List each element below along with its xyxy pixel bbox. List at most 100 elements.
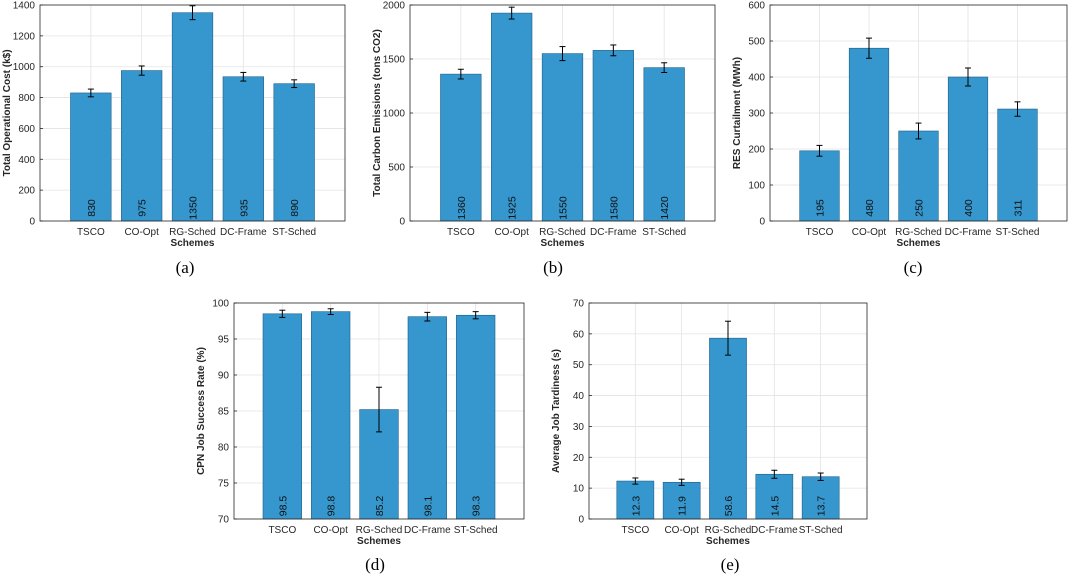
x-tick-label: DC-Frame: [945, 227, 992, 238]
y-axis-label: RES Curtailment (MWh): [732, 57, 743, 169]
y-tick-label: 80: [218, 443, 230, 454]
y-tick-label: 90: [218, 371, 230, 382]
bar-value-label: 400: [963, 199, 975, 217]
y-tick-label: 300: [748, 109, 765, 120]
x-tick-label: CO-Opt: [124, 227, 159, 238]
y-tick-label: 50: [573, 360, 585, 371]
x-tick-label: CO-Opt: [664, 525, 699, 536]
bar: [709, 337, 747, 520]
y-tick-label: 70: [573, 299, 585, 310]
y-axis-label: CPN Job Success Rate (%): [196, 347, 207, 475]
bar-value-label: 975: [137, 199, 149, 217]
y-tick-label: 600: [748, 1, 765, 12]
axes-box: [409, 4, 716, 222]
x-tick-label: CO-Opt: [852, 227, 887, 238]
x-tick-label: RG-Sched: [169, 227, 216, 238]
x-tick-label: TSCO: [77, 227, 105, 238]
bar: [440, 73, 482, 222]
x-tick-label: TSCO: [806, 227, 834, 238]
x-axis-label: Schemes: [171, 238, 215, 249]
bar: [70, 92, 112, 222]
axes-box: [769, 4, 1068, 222]
y-tick-label: 200: [18, 186, 35, 197]
x-tick-label: DC-Frame: [751, 525, 798, 536]
y-tick-label: 400: [18, 155, 35, 166]
bar-value-label: 98.1: [422, 496, 434, 517]
bar-value-label: 311: [1013, 199, 1025, 216]
chart-panel-d: 98.5 TSCO 98.8 CO-Opt 85.2 RG-Sched 98.1 DC-Fra…: [196, 299, 525, 574]
x-tick-label: ST-Sched: [799, 525, 843, 536]
y-tick-label: 100: [748, 181, 765, 192]
y-tick-label: 100: [212, 299, 229, 310]
bar-value-label: 480: [864, 199, 876, 217]
y-tick-label: 70: [218, 515, 230, 526]
x-tick-label: TSCO: [447, 227, 475, 238]
bar-value-label: 14.5: [769, 496, 781, 517]
axes-box: [39, 4, 346, 222]
panel-caption: (b): [543, 258, 563, 277]
x-tick-label: CO-Opt: [494, 227, 529, 238]
y-tick-label: 500: [748, 37, 765, 48]
bar: [171, 12, 214, 222]
x-tick-label: RG-Sched: [705, 525, 752, 536]
bar-value-label: 1420: [659, 196, 671, 220]
y-tick-label: 0: [399, 217, 405, 228]
bar-value-label: 12.3: [630, 496, 642, 517]
panel-caption: (e): [721, 555, 740, 574]
bar-value-label: 830: [86, 199, 98, 217]
bar: [643, 67, 685, 222]
y-tick-label: 60: [573, 329, 585, 340]
y-tick-label: 600: [18, 124, 35, 135]
y-tick-label: 1000: [13, 62, 36, 73]
y-tick-label: 30: [573, 422, 585, 433]
x-tick-label: RG-Sched: [895, 227, 942, 238]
panel-caption: (c): [904, 258, 923, 277]
bar-value-label: 1550: [558, 196, 570, 220]
axes-box: [588, 302, 868, 520]
bar-value-label: 1360: [456, 196, 468, 220]
y-tick-label: 0: [578, 515, 584, 526]
bar-value-label: 935: [238, 199, 250, 217]
panel-caption: (d): [365, 555, 385, 574]
x-tick-label: DC-Frame: [220, 227, 267, 238]
x-axis-label: Schemes: [541, 238, 585, 249]
bar: [407, 316, 447, 520]
y-tick-label: 40: [573, 391, 585, 402]
bar: [799, 150, 840, 222]
x-axis-label: Schemes: [357, 536, 401, 547]
bar: [662, 481, 701, 520]
x-axis-label: Schemes: [706, 536, 750, 547]
y-tick-label: 500: [388, 163, 405, 174]
y-tick-label: 1200: [13, 31, 36, 42]
x-tick-label: RG-Sched: [539, 227, 586, 238]
x-tick-label: ST-Sched: [642, 227, 686, 238]
chart-panel-a: 830 TSCO 975 CO-Opt 1350 RG-Sched 935 DC-Frame 8…: [2, 1, 346, 277]
x-tick-label: RG-Sched: [356, 525, 403, 536]
x-tick-label: TSCO: [268, 525, 296, 536]
bar: [456, 314, 496, 520]
chart-panel-b: 1360 TSCO 1925 CO-Opt 1550 RG-Sched 1580 DC-Fra…: [372, 1, 716, 277]
bar: [262, 313, 302, 520]
x-axis-label: Schemes: [897, 238, 941, 249]
bar: [755, 473, 794, 520]
y-axis-label: Total Carbon Emissions (tons CO2): [372, 29, 383, 197]
y-tick-label: 1500: [383, 55, 406, 66]
bar-value-label: 85.2: [374, 496, 386, 517]
bar: [541, 53, 584, 222]
bar: [947, 76, 989, 222]
bar-value-label: 250: [914, 199, 926, 217]
y-tick-label: 0: [29, 217, 35, 228]
x-tick-label: DC-Frame: [590, 227, 637, 238]
y-tick-label: 10: [573, 484, 585, 495]
y-tick-label: 85: [218, 407, 230, 418]
bar: [311, 311, 351, 520]
bar-value-label: 890: [289, 199, 301, 217]
chart-panel-c: 195 TSCO 480 CO-Opt 250 RG-Sched 400 DC-Frame 31…: [732, 1, 1068, 277]
bar-value-label: 1580: [608, 196, 620, 220]
bar: [121, 70, 163, 222]
x-tick-label: ST-Sched: [996, 227, 1040, 238]
y-axis-label: Average Job Tardiness (s): [551, 349, 562, 473]
y-tick-label: 20: [573, 453, 585, 464]
bar: [848, 47, 890, 222]
